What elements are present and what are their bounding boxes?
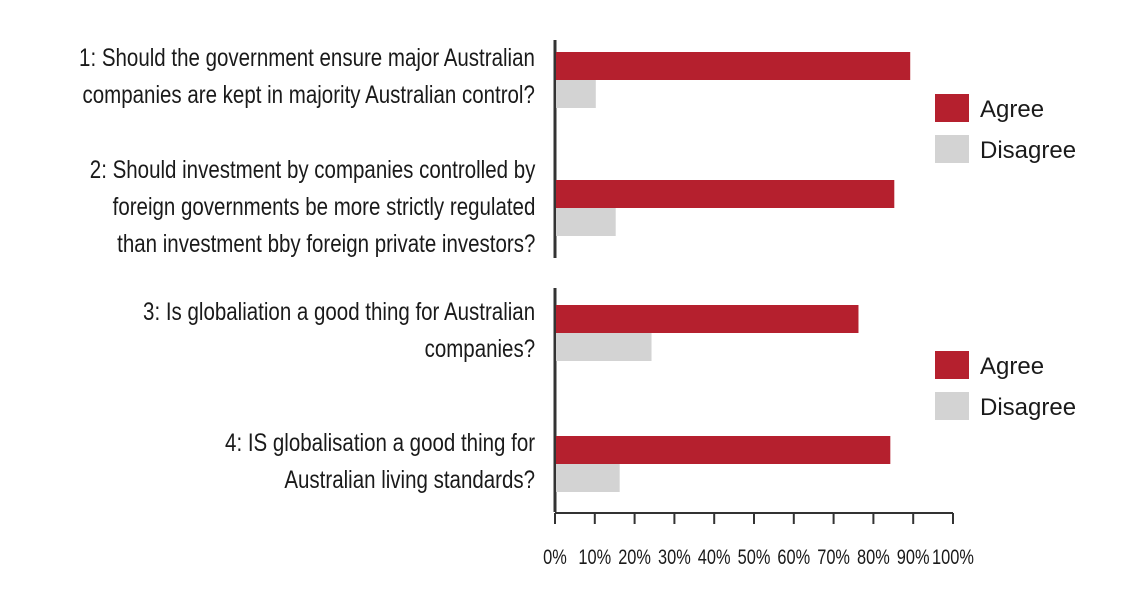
question-label-1-line-1: 1: Should the government ensure major Au…: [79, 44, 535, 72]
legend-swatch-disagree-2: [935, 392, 969, 420]
question-label-4-line-1: 4: IS globalisation a good thing for: [225, 429, 535, 457]
bar-agree-q4: [556, 436, 891, 464]
question-label-4-line-2: Australian living standards?: [284, 466, 535, 494]
legend-swatch-disagree-1: [935, 135, 969, 163]
x-tick-label-4: 40%: [698, 545, 731, 568]
x-tick-label-9: 90%: [897, 545, 930, 568]
bar-agree-q2: [556, 180, 895, 208]
x-tick-label-6: 60%: [777, 545, 810, 568]
bar-disagree-q4: [556, 464, 620, 492]
x-tick-label-1: 10%: [578, 545, 611, 568]
question-label-3: 3: Is globaliation a good thing for Aust…: [143, 294, 535, 368]
x-tick-label-2: 20%: [618, 545, 651, 568]
question-label-4: 4: IS globalisation a good thing for Aust…: [225, 425, 535, 499]
question-label-2-line-2: foreign governments be more strictly reg…: [112, 193, 535, 221]
bar-disagree-q1: [556, 80, 596, 108]
question-label-2-line-1: 2: Should investment by companies contro…: [89, 156, 535, 184]
legend-label-agree-1: Agree: [980, 96, 1044, 123]
question-label-3-line-1: 3: Is globaliation a good thing for Aust…: [142, 298, 535, 326]
legend-swatch-agree-2: [935, 351, 969, 379]
question-label-2-line-3: than investment bby foreign private inve…: [116, 230, 536, 258]
bar-agree-q3: [556, 305, 859, 333]
legend-label-disagree-2: Disagree: [980, 394, 1076, 421]
x-tick-label-10: 100%: [932, 545, 974, 568]
question-label-1: 1: Should the government ensure major Au…: [79, 40, 535, 114]
x-tick-label-7: 70%: [817, 545, 850, 568]
x-tick-label-5: 50%: [738, 545, 771, 568]
legend-swatch-agree-1: [935, 94, 969, 122]
x-tick-label-0: 0%: [543, 545, 567, 568]
question-label-2: 2: Should investment by companies contro…: [89, 152, 535, 263]
question-label-1-line-2: companies are kept in majority Australia…: [82, 81, 535, 109]
legend-label-disagree-1: Disagree: [980, 137, 1076, 164]
question-label-3-line-2: companies?: [424, 335, 535, 363]
bar-disagree-q2: [556, 208, 616, 236]
bar-disagree-q3: [556, 333, 652, 361]
x-tick-label-3: 30%: [658, 545, 691, 568]
bar-agree-q1: [556, 52, 911, 80]
x-tick-label-8: 80%: [857, 545, 890, 568]
legend-label-agree-2: Agree: [980, 353, 1044, 380]
